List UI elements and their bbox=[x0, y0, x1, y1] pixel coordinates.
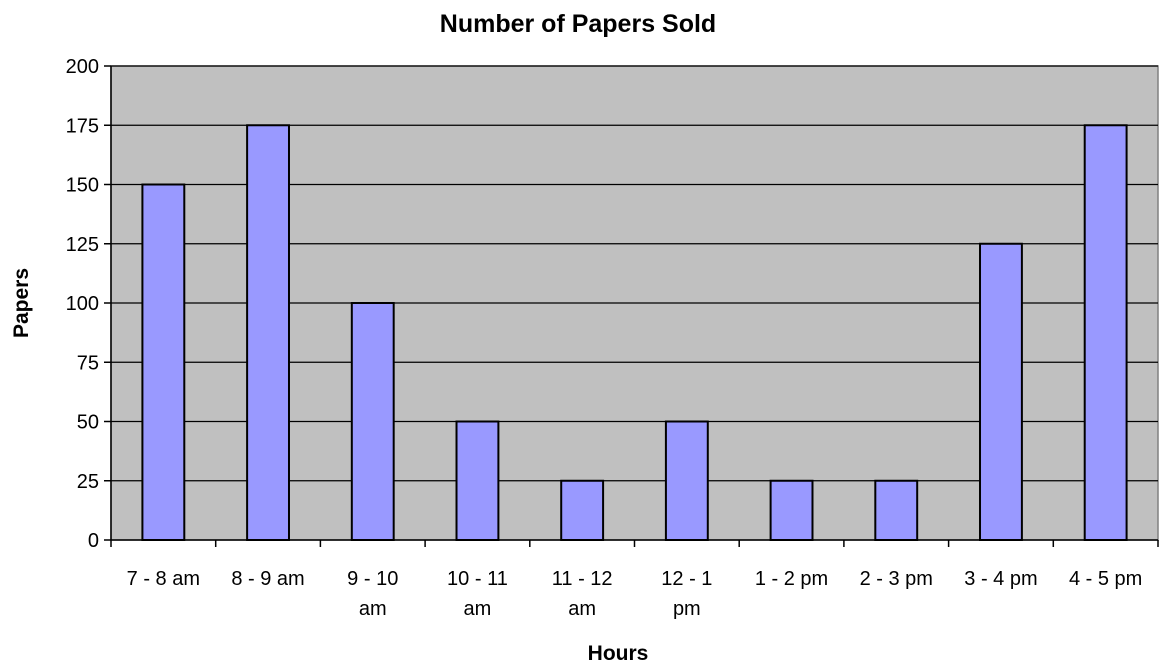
axes bbox=[104, 65, 1159, 547]
x-tick-label: 8 - 9 am bbox=[231, 568, 304, 590]
x-tick-label: 12 - 1 pm bbox=[661, 568, 712, 620]
bar bbox=[979, 242, 1023, 541]
y-tick-labels: 0 25 50 75 100 125 150 175 200 bbox=[66, 56, 99, 552]
x-tick-label: 1 - 2 pm bbox=[755, 568, 828, 590]
y-tick-label: 75 bbox=[77, 352, 99, 374]
y-tick-label: 100 bbox=[66, 293, 99, 315]
y-tick-label: 0 bbox=[88, 530, 99, 552]
y-tick-label: 150 bbox=[66, 175, 99, 197]
x-tick-label: 4 - 5 pm bbox=[1069, 568, 1142, 590]
bar bbox=[141, 183, 186, 541]
bar bbox=[769, 479, 814, 541]
x-tick-label: 7 - 8 am bbox=[127, 568, 200, 590]
x-tick-label: 11 - 12 am bbox=[552, 568, 613, 620]
bar bbox=[664, 420, 709, 541]
bar bbox=[350, 302, 395, 541]
x-tick-label: 3 - 4 pm bbox=[964, 568, 1037, 590]
y-tick-label: 175 bbox=[66, 115, 99, 137]
bar bbox=[1083, 124, 1128, 541]
x-tick-label: 2 - 3 pm bbox=[860, 568, 933, 590]
y-tick-label: 125 bbox=[66, 234, 99, 256]
bars bbox=[141, 124, 1128, 541]
y-tick-label: 25 bbox=[77, 471, 99, 493]
x-tick-label: 9 - 10 am bbox=[347, 568, 398, 620]
x-tick-labels: 7 - 8 am 8 - 9 am 9 - 10 am 10 - 11 am 11 - 12… bbox=[127, 568, 1143, 620]
x-tick-label: 10 - 11 am bbox=[447, 568, 508, 620]
bar bbox=[874, 479, 919, 541]
bar bbox=[455, 420, 500, 541]
y-axis-title: Papers bbox=[10, 268, 33, 338]
chart-title: Number of Papers Sold bbox=[440, 10, 716, 38]
y-tick-label: 50 bbox=[77, 412, 99, 434]
x-axis-title: Hours bbox=[588, 642, 649, 665]
y-tick-label: 200 bbox=[66, 56, 99, 78]
bar bbox=[560, 479, 605, 541]
bar bbox=[246, 124, 290, 541]
